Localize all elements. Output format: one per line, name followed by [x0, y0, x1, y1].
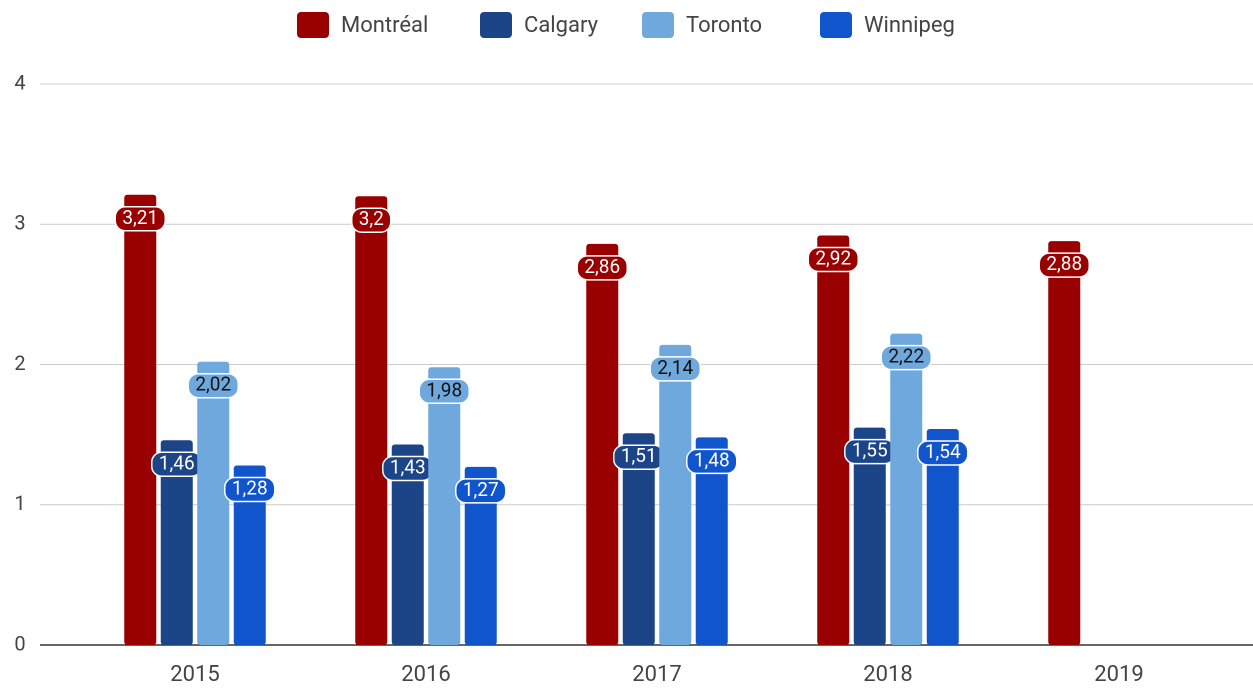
bar	[1048, 241, 1081, 645]
bar	[233, 465, 266, 645]
data-label: 1,46	[159, 451, 195, 474]
bar	[890, 333, 923, 645]
data-label: 1,51	[621, 444, 657, 467]
bar	[464, 466, 497, 645]
data-label-bg	[351, 207, 392, 233]
x-tick-label: 2016	[401, 662, 450, 687]
legend-swatch	[480, 12, 512, 38]
bar	[160, 440, 193, 645]
data-label-bg	[1038, 252, 1090, 278]
data-label-bg	[418, 378, 470, 405]
data-label: 1,43	[390, 455, 426, 478]
legend-label: Calgary	[524, 13, 599, 38]
data-label-bg	[649, 356, 701, 382]
bar	[853, 427, 886, 645]
legend-swatch	[297, 12, 329, 38]
data-label-bg	[880, 344, 932, 371]
data-label: 2,86	[584, 255, 620, 278]
y-tick-label: 1	[14, 491, 25, 515]
bar	[391, 444, 424, 645]
legend-label: Montréal	[341, 13, 428, 38]
data-label: 2,92	[815, 246, 851, 269]
bar	[355, 196, 388, 645]
bar	[926, 429, 959, 645]
bar	[695, 437, 728, 645]
bar	[586, 243, 619, 645]
data-label: 1,27	[463, 478, 499, 501]
data-label: 1,48	[694, 448, 730, 471]
x-tick-label: 2017	[632, 662, 681, 687]
data-label: 2,88	[1046, 252, 1082, 275]
data-label-bg	[917, 440, 969, 466]
bar	[659, 344, 692, 645]
legend-label: Toronto	[686, 13, 762, 38]
data-label: 3,2	[359, 207, 384, 230]
y-tick-label: 4	[14, 70, 25, 94]
data-label-bg	[187, 372, 239, 399]
bar	[817, 235, 850, 645]
data-label: 1,54	[925, 440, 961, 463]
y-tick-label: 0	[14, 631, 25, 655]
legend-swatch	[820, 12, 852, 38]
bar	[124, 194, 157, 646]
data-label: 1,55	[852, 439, 888, 462]
data-label-bg	[807, 246, 859, 273]
x-tick-label: 2018	[863, 662, 912, 687]
data-label: 2,22	[888, 345, 924, 368]
data-label: 3,21	[122, 206, 158, 229]
legend-label: Winnipeg	[864, 13, 955, 38]
data-label-bg	[686, 448, 738, 475]
legend-swatch	[642, 12, 674, 38]
y-tick-label: 3	[14, 211, 25, 235]
data-label-bg	[576, 255, 628, 281]
bar	[622, 433, 655, 645]
data-label-bg	[114, 206, 166, 232]
x-tick-label: 2015	[170, 662, 219, 687]
data-label: 2,14	[657, 356, 693, 379]
data-label-bg	[224, 476, 276, 503]
y-tick-label: 2	[14, 351, 25, 375]
bar	[428, 367, 461, 645]
data-label: 1,98	[426, 378, 462, 401]
bar	[197, 361, 230, 645]
data-label: 2,02	[195, 373, 231, 396]
data-label: 1,28	[232, 476, 268, 499]
data-label-bg	[455, 478, 507, 504]
x-tick-label: 2019	[1094, 662, 1143, 687]
